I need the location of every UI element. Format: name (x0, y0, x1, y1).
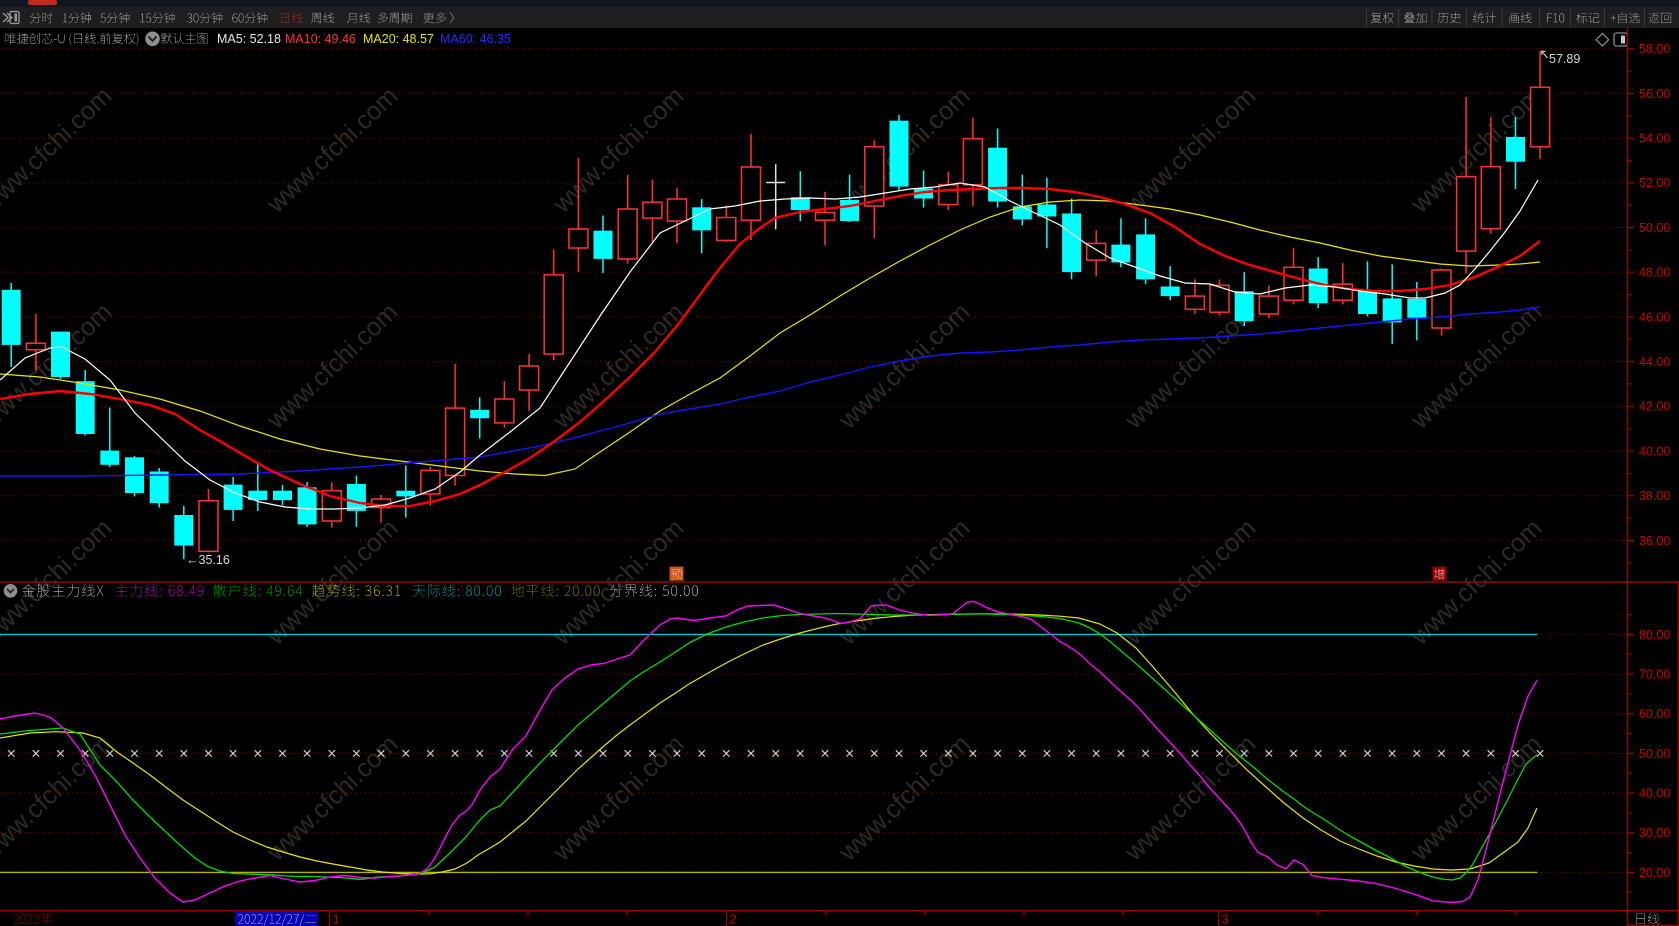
svg-text:MA60: 46.35: MA60: 46.35 (440, 32, 511, 46)
svg-text:58.00: 58.00 (1639, 42, 1670, 56)
svg-text:30.00: 30.00 (1639, 826, 1670, 840)
svg-text:60.00: 60.00 (1639, 707, 1670, 721)
svg-text:MA20: 48.57: MA20: 48.57 (363, 32, 434, 46)
svg-text:42.00: 42.00 (1639, 400, 1670, 414)
svg-text:56.00: 56.00 (1639, 87, 1670, 101)
svg-text:48.00: 48.00 (1639, 266, 1670, 280)
svg-text:40.00: 40.00 (1639, 787, 1670, 801)
svg-text:70.00: 70.00 (1639, 668, 1670, 682)
svg-text:38.00: 38.00 (1639, 489, 1670, 503)
svg-text:20.00: 20.00 (1639, 866, 1670, 880)
svg-text:40.00: 40.00 (1639, 444, 1670, 458)
svg-text:46.00: 46.00 (1639, 310, 1670, 324)
svg-text:52.00: 52.00 (1639, 176, 1670, 190)
svg-text:36.00: 36.00 (1639, 534, 1670, 548)
svg-text:50.00: 50.00 (1639, 747, 1670, 761)
svg-text:57.89: 57.89 (1549, 52, 1580, 66)
svg-text:54.00: 54.00 (1639, 132, 1670, 146)
svg-text:80.00: 80.00 (1639, 628, 1670, 642)
svg-text:3: 3 (1222, 912, 1229, 926)
svg-text:←35.16: ←35.16 (186, 553, 230, 567)
svg-text:50.00: 50.00 (1639, 221, 1670, 235)
svg-text:MA5: 52.18: MA5: 52.18 (217, 32, 281, 46)
svg-text:1: 1 (333, 912, 340, 926)
svg-text:2: 2 (730, 912, 737, 926)
svg-text:MA10: 49.46: MA10: 49.46 (285, 32, 356, 46)
svg-text:44.00: 44.00 (1639, 355, 1670, 369)
